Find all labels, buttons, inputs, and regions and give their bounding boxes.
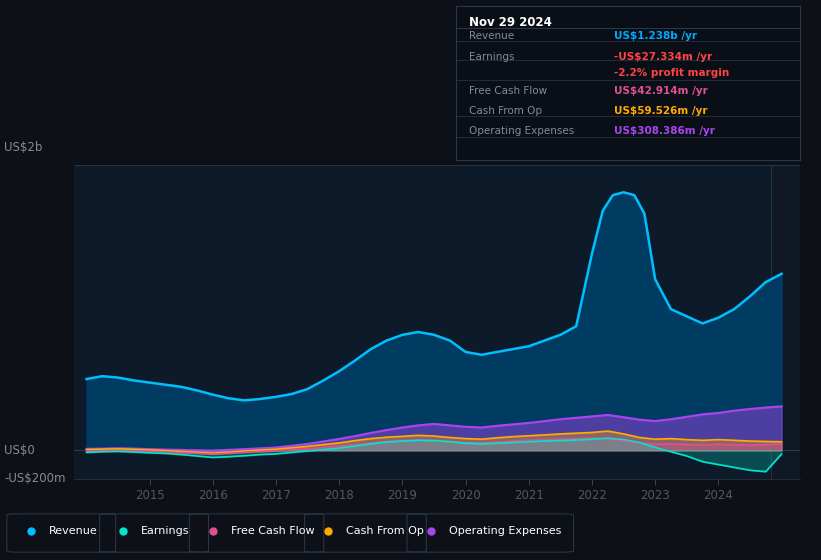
Text: Operating Expenses: Operating Expenses	[449, 526, 561, 536]
Text: Revenue: Revenue	[48, 526, 97, 536]
Text: Cash From Op: Cash From Op	[346, 526, 424, 536]
Text: Nov 29 2024: Nov 29 2024	[470, 16, 553, 29]
Text: US$308.386m /yr: US$308.386m /yr	[614, 127, 715, 137]
Bar	[771, 165, 800, 479]
Text: Earnings: Earnings	[470, 52, 515, 62]
Text: -US$27.334m /yr: -US$27.334m /yr	[614, 52, 713, 62]
Text: US$0: US$0	[4, 444, 34, 457]
Text: -2.2% profit margin: -2.2% profit margin	[614, 68, 730, 78]
Text: Operating Expenses: Operating Expenses	[470, 127, 575, 137]
Text: Earnings: Earnings	[141, 526, 190, 536]
Text: US$42.914m /yr: US$42.914m /yr	[614, 86, 708, 96]
Text: Revenue: Revenue	[470, 31, 515, 41]
Text: Free Cash Flow: Free Cash Flow	[470, 86, 548, 96]
Text: US$2b: US$2b	[4, 141, 43, 154]
Text: US$1.238b /yr: US$1.238b /yr	[614, 31, 697, 41]
Text: Cash From Op: Cash From Op	[470, 106, 543, 116]
Text: Free Cash Flow: Free Cash Flow	[231, 526, 314, 536]
Text: US$59.526m /yr: US$59.526m /yr	[614, 106, 708, 116]
Text: -US$200m: -US$200m	[4, 472, 66, 486]
